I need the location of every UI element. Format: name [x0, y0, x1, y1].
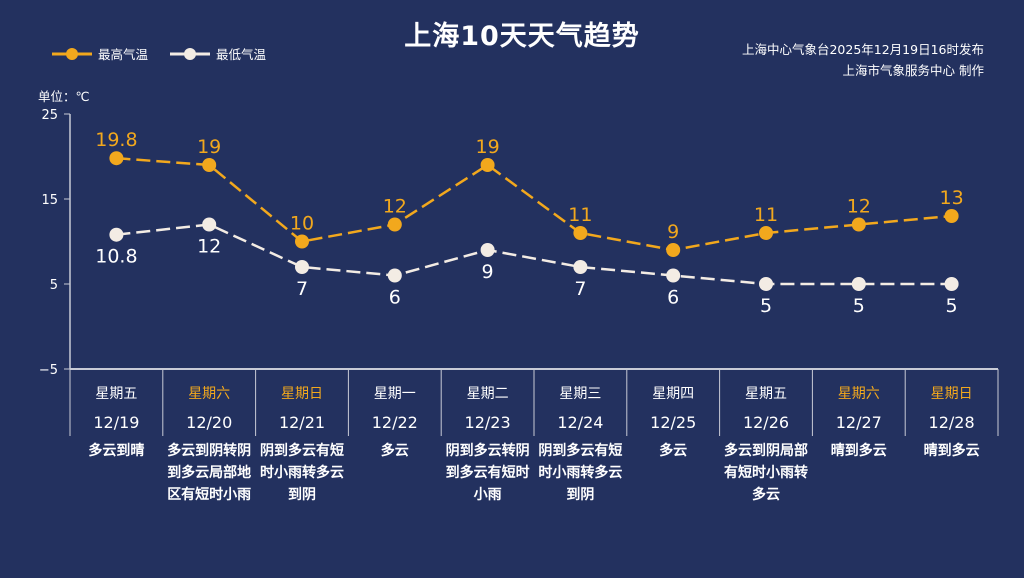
data-label-high: 12 — [847, 196, 871, 218]
data-label-high: 19 — [476, 136, 500, 158]
y-tick-label: 5 — [50, 278, 58, 293]
data-label-low: 10.8 — [95, 246, 137, 268]
data-point-low — [573, 260, 588, 274]
weather-text: 到多云有短时 — [446, 464, 530, 481]
data-point-high — [387, 217, 402, 232]
date-label: 12/28 — [929, 413, 975, 432]
data-point-high — [851, 217, 866, 232]
weather-text: 到阴 — [288, 487, 316, 503]
data-label-low: 5 — [853, 295, 865, 317]
weekday-label: 星期日 — [931, 386, 973, 402]
data-point-high — [759, 226, 773, 240]
producer-text: 上海市气象服务中心 制作 — [842, 63, 984, 78]
weather-text: 多云到晴 — [88, 442, 144, 459]
weather-text: 时小雨转多云 — [260, 464, 344, 481]
data-label-low: 5 — [946, 295, 958, 317]
data-label-high: 13 — [940, 187, 964, 209]
data-label-low: 7 — [296, 278, 308, 300]
data-label-high: 9 — [667, 221, 679, 243]
legend: 最高气温 最低气温 — [52, 44, 266, 63]
date-label: 12/24 — [557, 413, 603, 432]
weekday-label: 星期五 — [745, 386, 787, 402]
weather-text: 多云到阴局部 — [724, 442, 808, 459]
weather-text: 到多云局部地 — [167, 464, 251, 481]
date-label: 12/22 — [372, 413, 418, 432]
high-marker-icon — [52, 47, 92, 60]
data-point-low — [944, 277, 959, 291]
data-point-high — [109, 151, 124, 166]
weather-text: 区有短时小雨 — [167, 486, 251, 503]
weather-text: 时小雨转多云 — [538, 464, 622, 481]
chart-title: 上海10天天气趋势 — [404, 21, 640, 52]
publisher-info: 上海中心气象台2025年12月19日16时发布 上海市气象服务中心 制作 — [742, 39, 984, 81]
y-tick-label: 25 — [41, 108, 58, 123]
data-point-low — [109, 227, 124, 242]
data-label-high: 12 — [383, 196, 407, 218]
data-label-low: 12 — [197, 236, 221, 258]
data-point-low — [295, 260, 309, 274]
weather-text: 到阴 — [566, 487, 594, 503]
weather-text: 阴到多云有短 — [260, 442, 344, 459]
weekday-label: 星期四 — [652, 386, 694, 402]
y-tick-label: 15 — [41, 193, 58, 208]
weekday-label: 星期三 — [559, 386, 601, 402]
legend-label-low: 最低气温 — [216, 47, 267, 62]
weekday-label: 星期五 — [95, 386, 137, 402]
data-label-low: 9 — [482, 261, 494, 283]
unit-label: 单位：℃ — [38, 89, 90, 104]
legend-label-high: 最高气温 — [98, 47, 149, 62]
data-point-low — [387, 268, 402, 283]
weather-text: 阴到多云有短 — [538, 442, 622, 459]
data-point-low — [480, 243, 495, 257]
data-point-high — [295, 234, 309, 249]
weather-text: 晴到多云 — [831, 442, 887, 459]
data-label-high: 19.8 — [95, 129, 137, 151]
weekday-label: 星期一 — [374, 386, 416, 402]
date-label: 12/23 — [465, 413, 511, 432]
data-label-low: 7 — [574, 278, 586, 300]
weather-text: 小雨 — [474, 487, 502, 503]
data-point-low — [759, 277, 773, 291]
data-point-high — [573, 226, 588, 240]
data-label-low: 6 — [389, 287, 401, 309]
data-point-high — [666, 243, 681, 257]
data-point-high — [944, 209, 959, 223]
y-tick-label: −5 — [39, 363, 58, 378]
data-label-high: 11 — [754, 204, 778, 226]
data-point-high — [480, 158, 495, 172]
data-point-high — [202, 158, 217, 172]
weather-text: 阴到多云转阴 — [446, 442, 530, 459]
weather-text: 多云 — [752, 486, 780, 503]
series-line-high — [116, 156, 952, 252]
date-label: 12/26 — [743, 413, 789, 432]
weather-text: 多云 — [659, 442, 687, 459]
weekday-label: 星期六 — [188, 386, 230, 402]
data-point-low — [202, 217, 217, 232]
data-label-low: 5 — [760, 295, 772, 317]
date-label: 12/19 — [93, 413, 139, 432]
date-label: 12/25 — [650, 413, 696, 432]
series-line-low — [116, 223, 952, 286]
data-label-low: 6 — [667, 287, 679, 309]
date-label: 12/21 — [279, 413, 325, 432]
data-point-low — [666, 268, 681, 283]
data-label-high: 10 — [290, 213, 314, 235]
date-label: 12/20 — [186, 413, 232, 432]
weekday-label: 星期六 — [838, 386, 880, 402]
weather-text: 多云到阴转阴 — [167, 442, 251, 459]
weather-text: 有短时小雨转 — [724, 464, 808, 481]
legend-item-high: 最高气温 — [52, 44, 148, 63]
weather-text: 多云 — [381, 442, 409, 459]
data-label-high: 19 — [197, 136, 221, 158]
data-point-low — [851, 277, 866, 291]
weekday-label: 星期日 — [281, 386, 323, 402]
date-label: 12/27 — [836, 413, 882, 432]
publisher-text: 上海中心气象台2025年12月19日16时发布 — [741, 42, 984, 57]
legend-item-low: 最低气温 — [170, 44, 266, 63]
weather-text: 晴到多云 — [924, 442, 980, 459]
low-marker-icon — [170, 47, 211, 60]
weekday-label: 星期二 — [467, 386, 509, 402]
data-label-high: 11 — [568, 204, 592, 226]
